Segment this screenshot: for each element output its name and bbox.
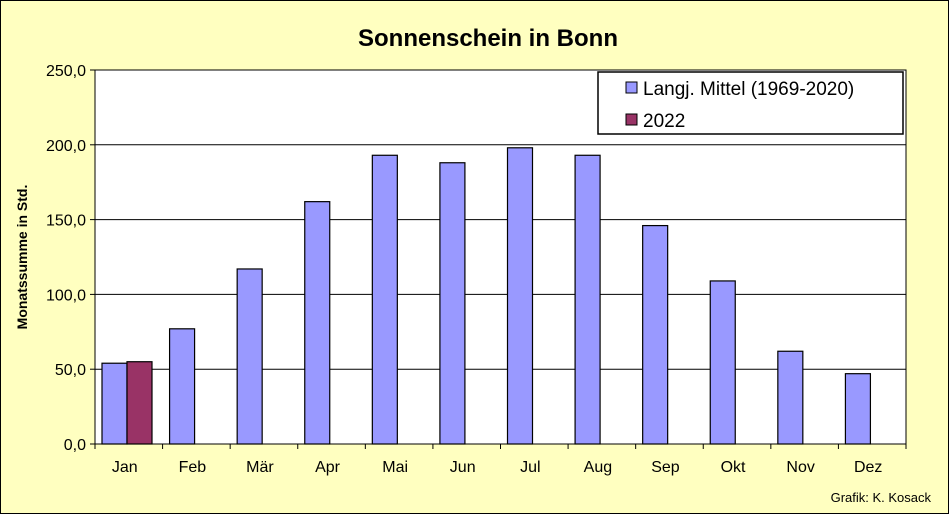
- y-axis: 0,0 50,0 100,0 150,0 200,0 250,0: [46, 63, 95, 454]
- y-tick-label: 250,0: [46, 63, 86, 80]
- x-tick-label: Nov: [786, 459, 814, 476]
- legend: Langj. Mittel (1969-2020) 2022: [597, 71, 904, 135]
- bar-mittel-Jun: [439, 162, 466, 445]
- bar-2022-Jan: [126, 361, 153, 445]
- y-tick-label: 50,0: [55, 362, 86, 379]
- y-tick-label: 100,0: [46, 287, 86, 304]
- legend-box: [597, 71, 904, 135]
- chart-title: Sonnenschein in Bonn: [358, 25, 618, 52]
- legend-swatch-2022: [625, 113, 638, 126]
- bar-mittel-Feb: [168, 328, 196, 445]
- bar-mittel-Dez: [844, 373, 872, 445]
- grid-lines: [95, 144, 906, 370]
- x-axis: Jan Feb Mär Apr Mai Jun Jul Aug Sep Okt Nov Dez: [94, 444, 907, 476]
- bar-mittel-Apr: [304, 201, 331, 445]
- legend-label-mittel: Langj. Mittel (1969-2020): [643, 79, 854, 100]
- bar-mittel-Nov: [777, 350, 804, 445]
- bar-mittel-Okt: [709, 280, 736, 445]
- x-tick-label: Jan: [112, 459, 138, 476]
- bar-mittel-Aug: [574, 154, 601, 445]
- legend-swatch-mittel: [625, 81, 638, 94]
- credit-text: Grafik: K. Kosack: [831, 490, 932, 505]
- x-tick-label: Jul: [520, 459, 540, 476]
- x-tick-label: Apr: [315, 459, 341, 476]
- bar-mittel-Jan: [101, 362, 128, 445]
- x-tick-label: Feb: [179, 459, 207, 476]
- x-tick-label: Dez: [854, 459, 882, 476]
- bar-mittel-Jul: [506, 147, 534, 445]
- bar-mittel-Mai: [371, 154, 398, 445]
- bar-mittel-Mär: [236, 268, 263, 445]
- x-tick-label: Sep: [651, 459, 680, 476]
- y-tick-label: 0,0: [64, 437, 86, 454]
- y-tick-label: 150,0: [46, 213, 86, 230]
- bars: [101, 147, 872, 445]
- y-tick-label: 200,0: [46, 138, 86, 155]
- y-axis-label: Monatssumme in Std.: [14, 185, 30, 330]
- bar-mittel-Sep: [642, 224, 669, 445]
- legend-label-2022: 2022: [643, 111, 685, 132]
- x-tick-label: Okt: [721, 459, 746, 476]
- x-tick-label: Aug: [584, 459, 612, 476]
- x-tick-label: Jun: [450, 459, 476, 476]
- x-tick-label: Mär: [246, 459, 274, 476]
- x-tick-label: Mai: [382, 459, 408, 476]
